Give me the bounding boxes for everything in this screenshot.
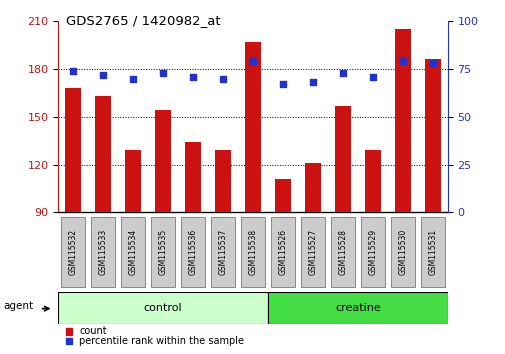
Text: GSM115527: GSM115527: [308, 229, 317, 275]
Bar: [424, 59, 440, 212]
FancyBboxPatch shape: [420, 217, 444, 287]
Point: [248, 58, 257, 64]
Bar: [214, 150, 231, 212]
Point: [69, 68, 77, 74]
Bar: [244, 42, 261, 212]
Text: GSM115531: GSM115531: [427, 229, 436, 275]
Text: GSM115533: GSM115533: [98, 229, 108, 275]
Text: GSM115529: GSM115529: [368, 229, 377, 275]
Text: GSM115535: GSM115535: [158, 229, 167, 275]
FancyBboxPatch shape: [150, 217, 175, 287]
Text: percentile rank within the sample: percentile rank within the sample: [79, 336, 244, 347]
FancyBboxPatch shape: [390, 217, 414, 287]
Bar: [274, 179, 291, 212]
FancyBboxPatch shape: [330, 217, 355, 287]
Bar: [184, 142, 201, 212]
Point: [159, 70, 167, 76]
Point: [219, 76, 227, 81]
Point: [308, 80, 316, 85]
Point: [189, 74, 197, 80]
Text: GSM115526: GSM115526: [278, 229, 287, 275]
Point: [338, 70, 346, 76]
FancyBboxPatch shape: [360, 217, 384, 287]
Bar: [95, 96, 111, 212]
FancyBboxPatch shape: [180, 217, 205, 287]
Text: GSM115534: GSM115534: [128, 229, 137, 275]
Text: GSM115537: GSM115537: [218, 229, 227, 275]
FancyBboxPatch shape: [61, 217, 85, 287]
Text: GSM115530: GSM115530: [397, 229, 407, 275]
Point: [398, 58, 406, 64]
FancyBboxPatch shape: [91, 217, 115, 287]
Text: control: control: [143, 303, 182, 313]
FancyBboxPatch shape: [270, 217, 295, 287]
Bar: [268, 292, 447, 324]
Text: count: count: [79, 326, 107, 337]
Point: [278, 81, 286, 87]
Bar: [394, 29, 410, 212]
Point: [368, 74, 376, 80]
Bar: [364, 150, 380, 212]
Bar: [65, 88, 81, 212]
Text: GSM115532: GSM115532: [69, 229, 78, 275]
Bar: [334, 105, 350, 212]
Bar: [304, 163, 321, 212]
Text: GDS2765 / 1420982_at: GDS2765 / 1420982_at: [66, 14, 220, 27]
Bar: [125, 150, 141, 212]
Point: [428, 61, 436, 66]
Text: GSM115538: GSM115538: [248, 229, 257, 275]
Bar: [155, 110, 171, 212]
FancyBboxPatch shape: [240, 217, 265, 287]
Bar: [58, 292, 268, 324]
Text: GSM115528: GSM115528: [338, 229, 347, 275]
FancyBboxPatch shape: [300, 217, 325, 287]
FancyBboxPatch shape: [121, 217, 145, 287]
FancyBboxPatch shape: [210, 217, 235, 287]
Point: [129, 76, 137, 81]
Text: creatine: creatine: [334, 303, 380, 313]
Text: GSM115536: GSM115536: [188, 229, 197, 275]
Text: agent: agent: [3, 301, 33, 312]
Point: [99, 72, 107, 78]
